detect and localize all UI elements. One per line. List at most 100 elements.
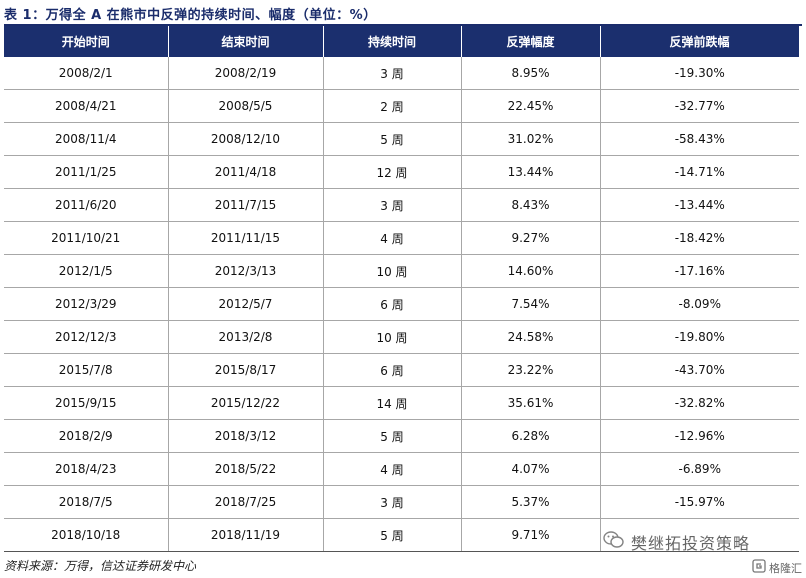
watermark-corner: 格隆汇 — [752, 559, 802, 576]
cell-duration: 5 周 — [322, 419, 461, 453]
table-body: 2008/2/1 2008/2/19 3 周 8.95% -19.30% 2008/4/2… — [4, 57, 799, 552]
cell-rebound: 9.27% — [460, 221, 600, 255]
cell-end-date: 2018/11/19 — [167, 518, 323, 552]
cell-prior-drop: -6.89% — [599, 452, 799, 486]
cell-start-date: 2015/7/8 — [4, 353, 168, 387]
cell-duration: 12 周 — [322, 155, 461, 189]
cell-rebound: 31.02% — [460, 122, 600, 156]
cell-duration: 3 周 — [322, 57, 461, 90]
table-row: 2012/3/29 2012/5/7 6 周 7.54% -8.09% — [4, 287, 799, 321]
cell-duration: 10 周 — [322, 320, 461, 354]
cell-end-date: 2011/11/15 — [167, 221, 323, 255]
cell-rebound: 8.43% — [460, 188, 600, 222]
cell-rebound: 22.45% — [460, 89, 600, 123]
cell-rebound: 23.22% — [460, 353, 600, 387]
cell-end-date: 2008/5/5 — [167, 89, 323, 123]
cell-prior-drop: -18.42% — [599, 221, 799, 255]
cell-prior-drop: -12.96% — [599, 419, 799, 453]
cell-start-date: 2012/12/3 — [4, 320, 168, 354]
cell-duration: 4 周 — [322, 221, 461, 255]
cell-prior-drop — [599, 518, 799, 552]
header-start-date: 开始时间 — [4, 26, 169, 57]
header-end-date: 结束时间 — [167, 26, 324, 57]
cell-end-date: 2008/12/10 — [167, 122, 323, 156]
table-row: 2015/7/8 2015/8/17 6 周 23.22% -43.70% — [4, 353, 799, 387]
cell-end-date: 2013/2/8 — [167, 320, 323, 354]
table-row: 2008/2/1 2008/2/19 3 周 8.95% -19.30% — [4, 57, 799, 90]
cell-prior-drop: -43.70% — [599, 353, 799, 387]
cell-start-date: 2008/4/21 — [4, 89, 168, 123]
cell-prior-drop: -14.71% — [599, 155, 799, 189]
cell-duration: 5 周 — [322, 518, 461, 552]
cell-duration: 3 周 — [322, 485, 461, 519]
cell-rebound: 24.58% — [460, 320, 600, 354]
rebound-table: 开始时间 结束时间 持续时间 反弹幅度 反弹前跌幅 2008/2/1 2008/2… — [4, 26, 800, 552]
table-title: 表 1：万得全 A 在熊市中反弹的持续时间、幅度（单位：%） — [4, 8, 377, 23]
header-rebound: 反弹幅度 — [460, 26, 601, 57]
cell-rebound: 5.37% — [460, 485, 600, 519]
table-row: 2011/1/25 2011/4/18 12 周 13.44% -14.71% — [4, 155, 799, 189]
wechat-icon — [603, 530, 625, 554]
table-row: 2015/9/15 2015/12/22 14 周 35.61% -32.82% — [4, 386, 799, 420]
cell-prior-drop: -13.44% — [599, 188, 799, 222]
cell-end-date: 2015/8/17 — [167, 353, 323, 387]
cell-duration: 10 周 — [322, 254, 461, 288]
table-row: 2018/4/23 2018/5/22 4 周 4.07% -6.89% — [4, 452, 799, 486]
title-rule — [4, 24, 802, 26]
cell-rebound: 7.54% — [460, 287, 600, 321]
watermark-text: 樊继拓投资策略 — [631, 534, 751, 553]
cell-prior-drop: -19.80% — [599, 320, 799, 354]
table-row: 2012/12/3 2013/2/8 10 周 24.58% -19.80% — [4, 320, 799, 354]
cell-prior-drop: -15.97% — [599, 485, 799, 519]
watermark-corner-text: 格隆汇 — [769, 561, 802, 575]
cell-duration: 2 周 — [322, 89, 461, 123]
cell-start-date: 2018/7/5 — [4, 485, 168, 519]
cell-end-date: 2012/3/13 — [167, 254, 323, 288]
cell-end-date: 2015/12/22 — [167, 386, 323, 420]
cell-rebound: 6.28% — [460, 419, 600, 453]
cell-duration: 14 周 — [322, 386, 461, 420]
cell-rebound: 13.44% — [460, 155, 600, 189]
table-row: 2011/10/21 2011/11/15 4 周 9.27% -18.42% — [4, 221, 799, 255]
cell-start-date: 2008/11/4 — [4, 122, 168, 156]
cell-start-date: 2012/3/29 — [4, 287, 168, 321]
cell-rebound: 35.61% — [460, 386, 600, 420]
cell-prior-drop: -17.16% — [599, 254, 799, 288]
watermark: 樊继拓投资策略 — [603, 529, 750, 555]
cell-duration: 6 周 — [322, 287, 461, 321]
table-row: 2011/6/20 2011/7/15 3 周 8.43% -13.44% — [4, 188, 799, 222]
cell-end-date: 2018/7/25 — [167, 485, 323, 519]
cell-end-date: 2011/7/15 — [167, 188, 323, 222]
cell-start-date: 2015/9/15 — [4, 386, 168, 420]
header-duration: 持续时间 — [322, 26, 462, 57]
cell-prior-drop: -32.82% — [599, 386, 799, 420]
cell-rebound: 8.95% — [460, 57, 600, 90]
source-note: 资料来源：万得，信达证券研发中心 — [4, 559, 197, 573]
cell-end-date: 2018/3/12 — [167, 419, 323, 453]
cell-end-date: 2011/4/18 — [167, 155, 323, 189]
cell-duration: 6 周 — [322, 353, 461, 387]
cell-prior-drop: -8.09% — [599, 287, 799, 321]
cell-start-date: 2011/10/21 — [4, 221, 168, 255]
header-prior-drop: 反弹前跌幅 — [599, 26, 800, 57]
table-row: 2018/10/18 2018/11/19 5 周 9.71% — [4, 518, 799, 552]
cell-duration: 4 周 — [322, 452, 461, 486]
cell-rebound: 9.71% — [460, 518, 600, 552]
table-row: 2012/1/5 2012/3/13 10 周 14.60% -17.16% — [4, 254, 799, 288]
gelonghui-logo-icon — [752, 559, 766, 576]
cell-prior-drop: -58.43% — [599, 122, 799, 156]
cell-start-date: 2018/10/18 — [4, 518, 168, 552]
cell-rebound: 4.07% — [460, 452, 600, 486]
table-row: 2008/4/21 2008/5/5 2 周 22.45% -32.77% — [4, 89, 799, 123]
cell-start-date: 2011/1/25 — [4, 155, 168, 189]
cell-start-date: 2008/2/1 — [4, 57, 168, 90]
cell-duration: 5 周 — [322, 122, 461, 156]
cell-duration: 3 周 — [322, 188, 461, 222]
table-row: 2008/11/4 2008/12/10 5 周 31.02% -58.43% — [4, 122, 799, 156]
cell-start-date: 2018/2/9 — [4, 419, 168, 453]
table-row: 2018/7/5 2018/7/25 3 周 5.37% -15.97% — [4, 485, 799, 519]
table-row: 2018/2/9 2018/3/12 5 周 6.28% -12.96% — [4, 419, 799, 453]
cell-start-date: 2011/6/20 — [4, 188, 168, 222]
cell-end-date: 2008/2/19 — [167, 57, 323, 90]
cell-prior-drop: -19.30% — [599, 57, 799, 90]
